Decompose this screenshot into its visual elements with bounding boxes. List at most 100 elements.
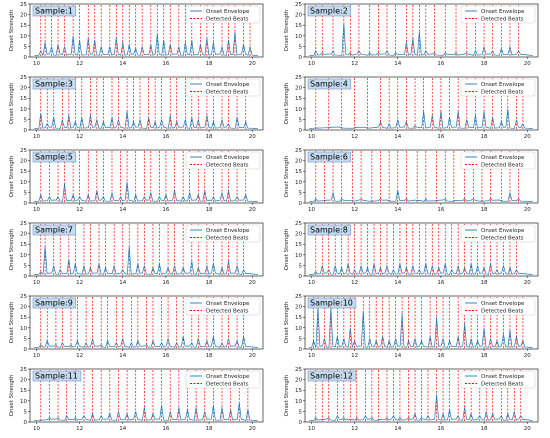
sample-title: Sample:2 [310, 7, 348, 16]
x-tick-label: 14 [119, 207, 126, 213]
subplot-1: 0 5 10 15 20 25 10 12 14 16 18 20 Onset Strength Samp… [9, 2, 264, 67]
legend-box [185, 297, 261, 316]
sample-title-box [307, 151, 352, 163]
legend-box [185, 78, 261, 97]
y-axis-label: Onset Strength [284, 9, 290, 51]
legend-box [185, 370, 261, 389]
x-tick-label: 10 [33, 207, 40, 213]
subplot-9: 0 5 10 15 20 25 10 12 14 16 18 20 Onset Strength Samp… [9, 294, 264, 359]
x-tick-label: 12 [351, 207, 358, 213]
legend-beats-label: Detected Beats [206, 382, 249, 388]
y-tick-label: 20 [295, 378, 302, 384]
legend-envelope-label: Onset Envelope [206, 82, 250, 88]
x-tick-label: 16 [162, 280, 169, 286]
x-tick-label: 18 [481, 280, 488, 286]
x-tick-label: 12 [76, 426, 83, 432]
y-tick-label: 0 [24, 55, 28, 61]
x-tick-label: 12 [76, 207, 83, 213]
y-axis-label: Onset Strength [284, 374, 290, 416]
x-tick-label: 14 [119, 426, 126, 432]
legend-envelope-label: Onset Envelope [206, 301, 250, 307]
legend-box [185, 151, 261, 170]
y-tick-label: 15 [20, 23, 27, 29]
x-tick-label: 20 [524, 426, 531, 432]
legend-box [460, 297, 536, 316]
x-tick-label: 10 [308, 280, 315, 286]
legend-envelope-label: Onset Envelope [481, 155, 525, 161]
y-tick-label: 5 [299, 263, 303, 269]
y-tick-label: 20 [20, 86, 27, 92]
y-tick-label: 0 [24, 128, 28, 134]
legend-beats-label: Detected Beats [206, 163, 249, 169]
x-tick-label: 12 [76, 280, 83, 286]
y-tick-label: 0 [299, 201, 303, 207]
y-tick-label: 5 [299, 409, 303, 415]
legend-envelope-label: Onset Envelope [206, 374, 250, 380]
y-tick-label: 15 [20, 242, 27, 248]
y-tick-label: 0 [24, 347, 28, 353]
y-tick-label: 25 [295, 148, 302, 154]
onset-envelope-line [309, 263, 533, 276]
legend-beats-label: Detected Beats [206, 309, 249, 315]
y-axis-label: Onset Strength [9, 228, 15, 270]
y-tick-label: 25 [295, 367, 302, 373]
y-tick-label: 10 [20, 253, 27, 259]
sample-title-box [307, 224, 352, 236]
x-tick-label: 12 [76, 61, 83, 67]
y-tick-label: 10 [20, 180, 27, 186]
x-tick-label: 20 [524, 61, 531, 67]
sample-title: Sample:3 [35, 80, 73, 89]
y-tick-label: 20 [295, 13, 302, 19]
subplot-3: 0 5 10 15 20 25 10 12 14 16 18 20 Onset Strength Samp… [9, 75, 264, 140]
x-tick-label: 18 [481, 426, 488, 432]
legend-envelope-label: Onset Envelope [481, 374, 525, 380]
y-tick-label: 25 [20, 367, 27, 373]
legend-beats-label: Detected Beats [481, 309, 524, 315]
sample-title-box [307, 297, 357, 309]
sample-title: Sample:8 [310, 226, 348, 235]
legend-box [460, 5, 536, 24]
x-tick-label: 12 [76, 353, 83, 359]
x-tick-label: 12 [351, 353, 358, 359]
legend-box [460, 151, 536, 170]
sample-title: Sample:12 [310, 372, 353, 381]
y-axis-label: Onset Strength [284, 155, 290, 197]
y-tick-label: 0 [299, 274, 303, 280]
x-tick-label: 16 [437, 280, 444, 286]
y-axis-label: Onset Strength [9, 155, 15, 197]
y-tick-label: 25 [20, 148, 27, 154]
x-tick-label: 18 [206, 134, 213, 140]
y-tick-label: 25 [295, 294, 302, 300]
x-tick-label: 18 [206, 426, 213, 432]
x-tick-label: 18 [206, 353, 213, 359]
x-tick-label: 10 [308, 134, 315, 140]
y-axis-label: Onset Strength [9, 82, 15, 124]
y-tick-label: 15 [295, 388, 302, 394]
legend-box [460, 370, 536, 389]
y-tick-label: 20 [20, 378, 27, 384]
legend-envelope-label: Onset Envelope [206, 9, 250, 15]
x-tick-label: 16 [162, 207, 169, 213]
x-tick-label: 20 [249, 280, 256, 286]
y-tick-label: 10 [295, 34, 302, 40]
x-tick-label: 12 [351, 134, 358, 140]
y-tick-label: 20 [295, 232, 302, 238]
y-tick-label: 10 [295, 253, 302, 259]
y-tick-label: 25 [20, 75, 27, 81]
x-tick-label: 18 [206, 207, 213, 213]
legend-envelope-label: Onset Envelope [481, 301, 525, 307]
y-tick-label: 5 [24, 190, 28, 196]
y-axis-label: Onset Strength [9, 374, 15, 416]
y-tick-label: 10 [295, 399, 302, 405]
y-axis-label: Onset Strength [284, 301, 290, 343]
y-axis-label: Onset Strength [9, 301, 15, 343]
y-tick-label: 15 [295, 96, 302, 102]
x-tick-label: 16 [162, 353, 169, 359]
x-tick-label: 16 [437, 61, 444, 67]
sample-title: Sample:1 [35, 7, 73, 16]
x-tick-label: 16 [162, 134, 169, 140]
onset-envelope-line [309, 394, 533, 422]
subplot-7: 0 5 10 15 20 25 10 12 14 16 18 20 Onset Strength Samp… [9, 221, 264, 286]
y-tick-label: 5 [299, 117, 303, 123]
legend-envelope-label: Onset Envelope [481, 9, 525, 15]
